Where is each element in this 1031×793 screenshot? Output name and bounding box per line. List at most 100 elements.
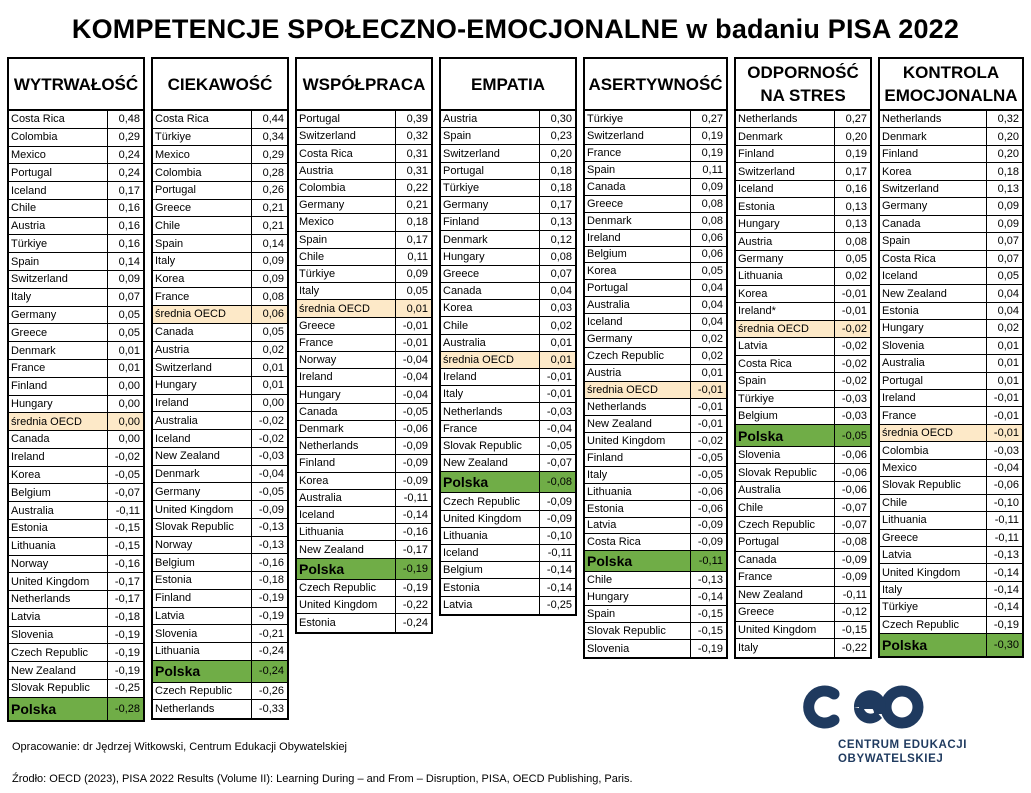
score-value: -0,18 — [251, 572, 287, 589]
table-row: Netherlands -0,09 — [297, 438, 431, 456]
country-name: Türkiye — [443, 181, 480, 194]
score-value: -0,09 — [539, 510, 575, 527]
country-name: United Kingdom — [443, 512, 522, 525]
table-row: Austria 0,30 — [441, 111, 575, 129]
country-name: Iceland — [11, 184, 47, 197]
country-name: Slovenia — [11, 629, 54, 642]
country-name: Iceland — [882, 270, 918, 283]
score-value: 0,02 — [539, 317, 575, 334]
table-row: Ireland -0,04 — [297, 369, 431, 387]
score-value: 0,34 — [251, 128, 287, 146]
table-row: Latvia -0,02 — [736, 338, 870, 356]
table-row: Ireland -0,01 — [441, 369, 575, 387]
table-row: Italy -0,05 — [585, 466, 726, 484]
table-row: Austria 0,16 — [9, 217, 143, 236]
table-row: Iceland -0,11 — [441, 545, 575, 563]
country-name: Denmark — [738, 130, 783, 143]
score-value: -0,03 — [251, 447, 287, 465]
country-name: Australia — [882, 357, 925, 370]
country-name: Greece — [443, 267, 480, 280]
table-row: Mexico 0,24 — [9, 146, 143, 165]
country-name: Czech Republic — [155, 684, 233, 697]
country-name: Switzerland — [738, 165, 795, 178]
table-row: New Zealand -0,07 — [441, 455, 575, 473]
country-name: Mexico — [882, 461, 917, 474]
country-name: Switzerland — [11, 273, 68, 286]
table-row: Denmark -0,04 — [153, 465, 287, 484]
table-row: Germany 0,21 — [297, 197, 431, 215]
table-row: Ireland -0,01 — [880, 390, 1022, 408]
table-row: Korea 0,05 — [585, 263, 726, 281]
score-value: 0,04 — [986, 302, 1022, 320]
table-row: United Kingdom -0,17 — [9, 573, 143, 592]
table-row: Switzerland 0,32 — [297, 128, 431, 146]
score-value: -0,28 — [107, 697, 143, 720]
country-name: Lithuania — [155, 645, 200, 658]
table-row: Lithuania 0,02 — [736, 268, 870, 286]
score-value: -0,06 — [395, 420, 431, 438]
table-row: Estonia -0,24 — [297, 614, 431, 632]
table-row: Portugal 0,24 — [9, 164, 143, 183]
score-value: -0,05 — [690, 466, 726, 483]
country-name: Belgium — [11, 486, 51, 499]
country-name: New Zealand — [738, 588, 803, 601]
table-row: Costa Rica -0,09 — [585, 534, 726, 552]
table-row: Lithuania -0,15 — [9, 537, 143, 556]
country-name: Mexico — [299, 216, 334, 229]
score-value: -0,01 — [539, 386, 575, 403]
score-value: -0,01 — [834, 285, 870, 303]
country-name: Netherlands — [11, 593, 71, 606]
country-name: Italy — [587, 468, 608, 481]
country-name: Greece — [11, 326, 48, 339]
country-name: Latvia — [155, 609, 185, 622]
country-name: Estonia — [882, 305, 919, 318]
table-row: Canada 0,09 — [585, 178, 726, 196]
score-value: -0,03 — [834, 390, 870, 407]
score-value: 0,04 — [690, 297, 726, 314]
score-value: 0,27 — [834, 111, 870, 128]
score-value: 0,14 — [107, 253, 143, 271]
country-name: Canada — [299, 405, 338, 418]
country-name: Estonia — [443, 581, 480, 594]
country-name: Hungary — [155, 379, 197, 392]
country-name: Hungary — [11, 397, 53, 410]
score-value: 0,02 — [690, 348, 726, 365]
score-value: -0,14 — [986, 564, 1022, 581]
score-value: 0,11 — [690, 161, 726, 178]
country-name: France — [155, 290, 190, 303]
table-row: Hungary 0,00 — [9, 395, 143, 414]
score-value: -0,16 — [251, 554, 287, 572]
table-row: Estonia 0,13 — [736, 198, 870, 216]
table-row: Costa Rica 0,48 — [9, 111, 143, 129]
table-row: Denmark 0,01 — [9, 342, 143, 360]
table-6: ODPORNOŚĆ NA STRES Netherlands 0,27 Denmark… — [734, 57, 872, 659]
table-row: France -0,01 — [880, 407, 1022, 425]
score-value: 0,02 — [690, 331, 726, 348]
country-name: Polska — [11, 700, 57, 717]
table-body: Türkiye 0,27 Switzerland 0,19 France 0,19 Spai… — [585, 111, 726, 657]
score-value: 0,17 — [107, 182, 143, 199]
score-value: 0,07 — [107, 288, 143, 306]
table-row: United Kingdom -0,02 — [585, 432, 726, 450]
table-row-oecd-average: średnia OECD -0,02 — [736, 320, 870, 339]
country-name: Germany — [11, 308, 57, 321]
score-value: -0,04 — [251, 465, 287, 483]
country-name: Costa Rica — [587, 536, 641, 549]
table-row: Lithuania -0,11 — [880, 512, 1022, 530]
country-name: Belgium — [443, 564, 483, 577]
country-name: Spain — [587, 608, 616, 621]
table-row: Canada -0,09 — [736, 551, 870, 570]
table-4: EMPATIA Austria 0,30 Spain 0,23 Switzerland 0,… — [439, 57, 577, 616]
country-name: Spain — [155, 237, 184, 250]
table-row: Estonia -0,14 — [441, 579, 575, 597]
country-name: Portugal — [587, 282, 628, 295]
country-name: Iceland — [155, 432, 191, 445]
score-value: -0,04 — [395, 352, 431, 369]
country-name: Spain — [882, 235, 911, 248]
score-value: 0,31 — [395, 162, 431, 179]
country-name: Ireland* — [738, 305, 776, 318]
table-row: Chile -0,07 — [736, 499, 870, 517]
table-row: France -0,04 — [441, 420, 575, 438]
score-value: -0,05 — [834, 425, 870, 446]
country-name: Portugal — [443, 164, 484, 177]
